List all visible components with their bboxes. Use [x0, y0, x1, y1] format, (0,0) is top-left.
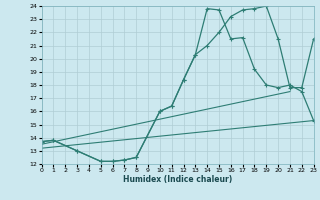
- X-axis label: Humidex (Indice chaleur): Humidex (Indice chaleur): [123, 175, 232, 184]
